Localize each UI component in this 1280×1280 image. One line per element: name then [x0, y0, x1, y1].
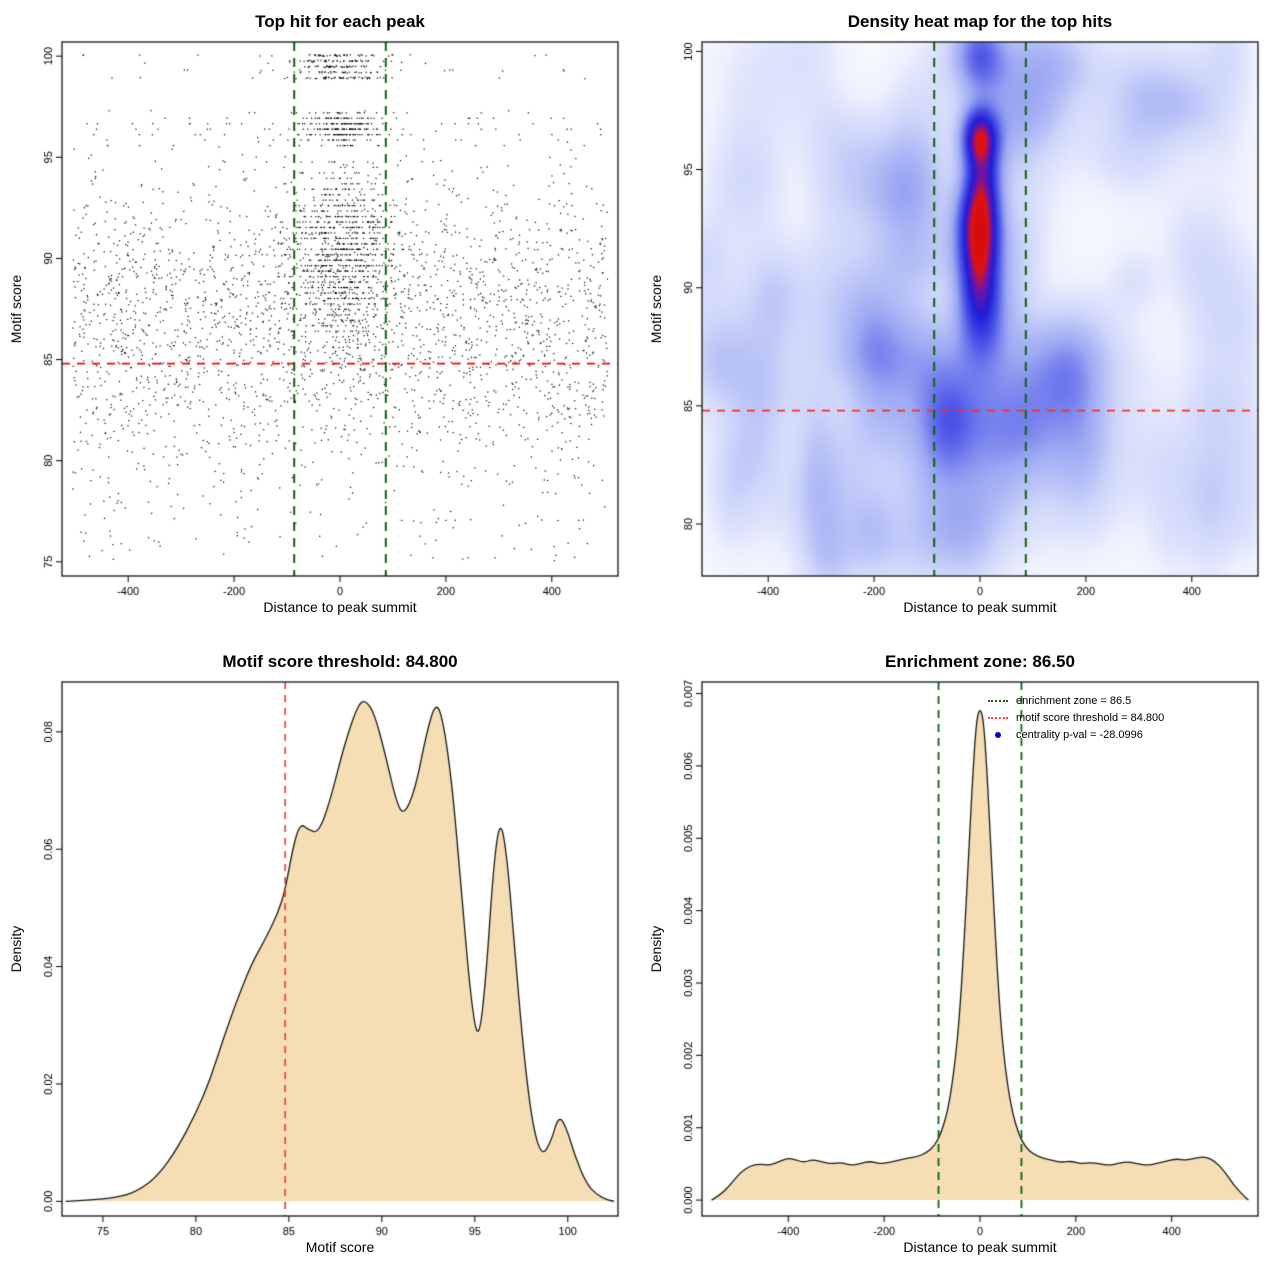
dot-icon: [995, 731, 1001, 738]
position-density-canvas: [640, 640, 1280, 1280]
dotted-line-icon: [988, 716, 1008, 719]
y-axis-label: Density: [8, 925, 24, 973]
plot-legend: enrichment zone = 86.5 motif score thres…: [988, 692, 1164, 743]
x-axis-label: Distance to peak summit: [263, 599, 417, 615]
dotted-line-icon: [988, 699, 1008, 702]
legend-item-score-threshold: motif score threshold = 84.800: [988, 709, 1164, 726]
legend-label: enrichment zone = 86.5: [1016, 694, 1132, 707]
chart-title: Motif score threshold: 84.800: [222, 652, 458, 671]
legend-item-centrality-pval: centrality p-val = -28.0996: [988, 726, 1164, 743]
panel-density-heatmap: Density heat map for the top hits Distan…: [640, 0, 1280, 640]
panel-scatter-top-hits: Top hit for each peak Distance to peak s…: [0, 0, 640, 640]
x-axis-label: Distance to peak summit: [903, 599, 1057, 615]
y-axis-label: Motif score: [648, 274, 664, 344]
panel-score-density: Motif score threshold: 84.800 Motif scor…: [0, 640, 640, 1280]
x-axis-label: Motif score: [305, 1239, 375, 1255]
heatmap-canvas: [640, 0, 1280, 640]
panel-position-density: Enrichment zone: 86.50 Distance to peak …: [640, 640, 1280, 1280]
y-axis-label: Motif score: [8, 274, 24, 344]
scatter-plot-canvas: [0, 0, 640, 640]
x-axis-label: Distance to peak summit: [903, 1239, 1057, 1255]
legend-item-enrichment-zone: enrichment zone = 86.5: [988, 692, 1164, 709]
chart-title: Enrichment zone: 86.50: [885, 652, 1075, 671]
chart-title: Density heat map for the top hits: [847, 12, 1113, 31]
y-axis-label: Density: [648, 925, 664, 973]
score-density-canvas: [0, 640, 640, 1280]
legend-label: centrality p-val = -28.0996: [1016, 728, 1143, 741]
chart-title: Top hit for each peak: [255, 12, 425, 31]
legend-label: motif score threshold = 84.800: [1016, 711, 1165, 724]
